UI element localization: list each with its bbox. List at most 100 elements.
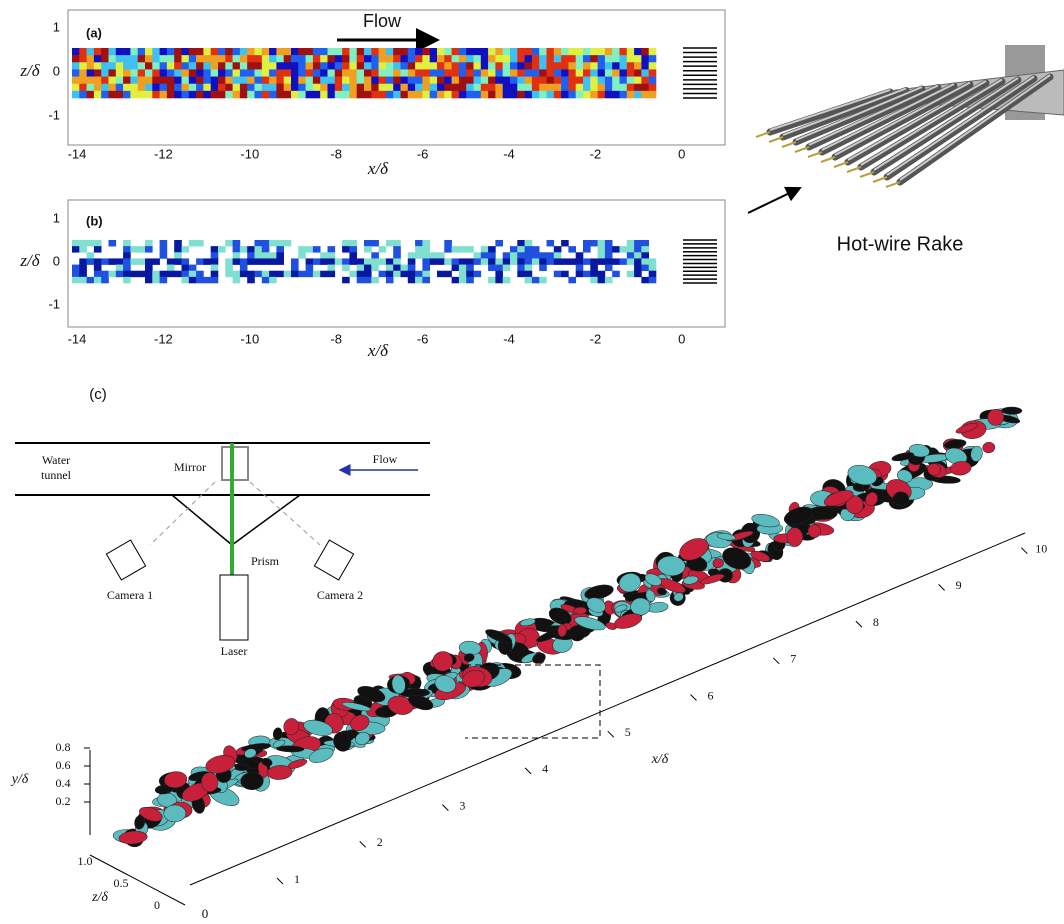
cell bbox=[261, 276, 270, 284]
mirror-label: Mirror bbox=[174, 460, 206, 474]
cell bbox=[510, 76, 518, 85]
cell bbox=[393, 270, 401, 278]
cell bbox=[480, 69, 489, 77]
cell bbox=[422, 48, 430, 56]
cell bbox=[407, 264, 416, 272]
vortex-blob bbox=[463, 653, 475, 662]
cell bbox=[312, 258, 321, 265]
cell bbox=[444, 246, 452, 253]
vortex-blob bbox=[557, 624, 567, 637]
cell bbox=[130, 83, 138, 92]
vortex-blob bbox=[847, 464, 878, 486]
cell bbox=[298, 69, 306, 77]
cell bbox=[458, 270, 467, 278]
cell bbox=[604, 69, 613, 77]
cell bbox=[283, 48, 292, 56]
cell bbox=[276, 55, 284, 63]
vortex-blob bbox=[154, 784, 173, 795]
cell bbox=[619, 69, 628, 77]
cell bbox=[364, 76, 372, 85]
cell bbox=[166, 90, 175, 99]
cell bbox=[517, 246, 525, 253]
probe bbox=[872, 176, 888, 183]
vortex-blob bbox=[573, 606, 587, 615]
cell bbox=[364, 83, 372, 92]
schematic: Water tunnel Mirror Flow Prism Camera 1 … bbox=[15, 442, 430, 658]
cell bbox=[79, 83, 87, 92]
cell bbox=[546, 240, 555, 247]
cell bbox=[612, 76, 620, 85]
cell bbox=[393, 252, 401, 259]
panel-label: (b) bbox=[86, 213, 103, 228]
cell bbox=[561, 55, 569, 63]
cell bbox=[378, 258, 387, 265]
cell bbox=[458, 62, 467, 70]
cell bbox=[626, 270, 635, 278]
cell bbox=[429, 76, 438, 85]
cell bbox=[276, 90, 284, 99]
cell bbox=[422, 264, 430, 272]
cell bbox=[261, 55, 270, 63]
vortex-blob bbox=[118, 830, 148, 845]
cell bbox=[590, 270, 598, 278]
probe bbox=[833, 161, 849, 168]
z-tick-label: 0 bbox=[154, 898, 160, 912]
rod bbox=[857, 78, 1006, 171]
cell bbox=[72, 240, 80, 247]
vortex-blob bbox=[1001, 406, 1023, 415]
cell bbox=[305, 258, 314, 265]
cell bbox=[210, 252, 219, 259]
cell bbox=[108, 76, 117, 85]
cell bbox=[276, 240, 284, 247]
cell bbox=[101, 55, 109, 63]
cell bbox=[79, 258, 87, 265]
cell bbox=[137, 76, 146, 85]
y-tick-label: -1 bbox=[48, 107, 60, 122]
vortex-blob bbox=[614, 604, 628, 613]
cell bbox=[648, 90, 657, 99]
cell bbox=[378, 270, 387, 278]
cell bbox=[422, 258, 430, 265]
cell bbox=[123, 264, 131, 272]
cell bbox=[437, 76, 445, 85]
y-tick-label: 0.6 bbox=[56, 758, 71, 772]
cell bbox=[210, 264, 219, 272]
cell bbox=[152, 90, 160, 99]
cell bbox=[283, 62, 292, 70]
cell bbox=[86, 48, 95, 56]
cell bbox=[480, 90, 489, 99]
rod bbox=[896, 73, 1054, 186]
cell bbox=[320, 90, 328, 99]
origin-label: 0 bbox=[202, 906, 209, 921]
cell bbox=[145, 264, 153, 272]
vortex-blob bbox=[955, 423, 978, 434]
cell bbox=[393, 90, 401, 99]
cell bbox=[575, 252, 584, 259]
cell bbox=[524, 83, 533, 92]
cell bbox=[517, 69, 525, 77]
cell bbox=[123, 48, 131, 56]
cell bbox=[648, 69, 657, 77]
cell bbox=[458, 83, 467, 92]
cell bbox=[612, 83, 620, 92]
cell bbox=[188, 69, 197, 77]
cell bbox=[145, 246, 153, 253]
cell bbox=[495, 62, 503, 70]
cell bbox=[218, 55, 226, 63]
cell bbox=[101, 62, 109, 70]
cell bbox=[400, 48, 409, 56]
cell bbox=[349, 258, 357, 265]
vortex-blob bbox=[350, 714, 370, 732]
cell bbox=[400, 90, 409, 99]
cell bbox=[123, 258, 131, 265]
cell bbox=[437, 62, 445, 70]
cell bbox=[415, 76, 423, 85]
cell bbox=[181, 246, 190, 253]
cell bbox=[553, 258, 562, 265]
cell bbox=[415, 55, 423, 63]
cell bbox=[407, 252, 416, 259]
cell bbox=[174, 62, 182, 70]
cell bbox=[583, 270, 591, 278]
cell bbox=[568, 83, 576, 92]
